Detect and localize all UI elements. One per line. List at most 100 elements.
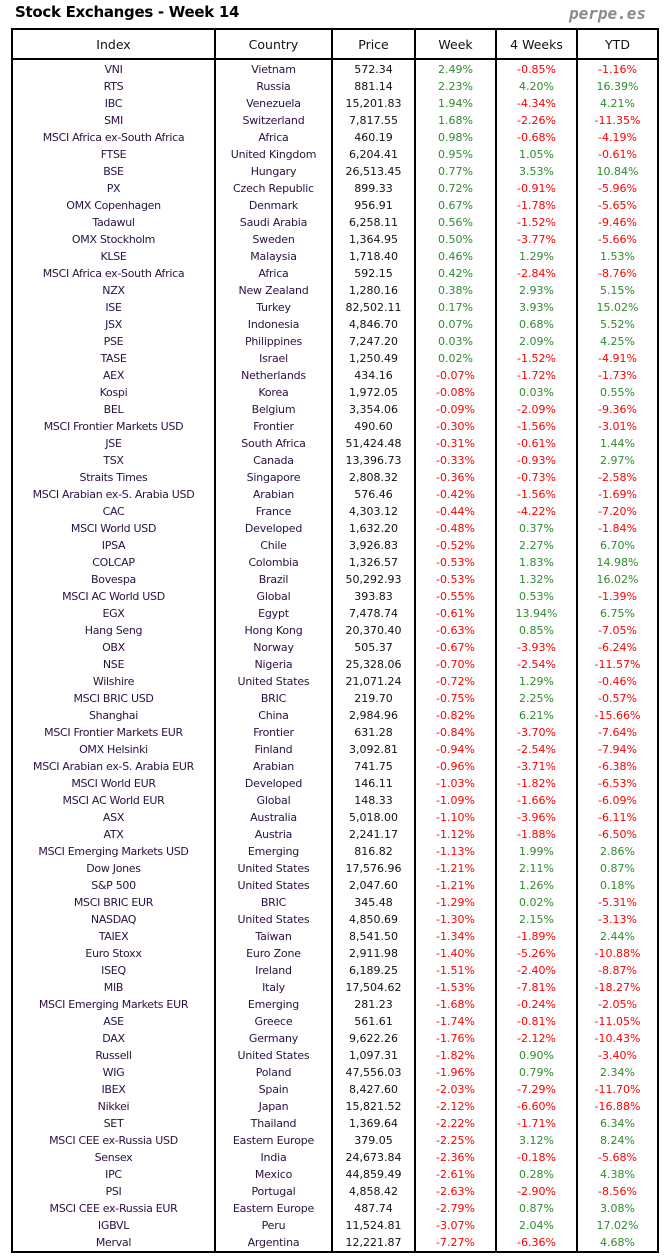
price-cell: 7,478.74: [331, 605, 416, 622]
price-cell: 572.34: [331, 59, 416, 78]
ytd-change-cell: 2.86%: [576, 843, 659, 860]
price-cell: 50,292.93: [331, 571, 416, 588]
four-weeks-change-cell: 1.32%: [495, 571, 578, 588]
table-row: BEL Belgium 3,354.06 -0.09% -2.09% -9.36%: [11, 401, 659, 418]
table-row: JSX Indonesia 4,846.70 0.07% 0.68% 5.52%: [11, 316, 659, 333]
price-cell: 1,364.95: [331, 231, 416, 248]
four-weeks-change-cell: -7.29%: [495, 1081, 578, 1098]
price-cell: 1,326.57: [331, 554, 416, 571]
four-weeks-change-cell: 2.09%: [495, 333, 578, 350]
country-cell: Sweden: [214, 231, 333, 248]
four-weeks-change-cell: -1.88%: [495, 826, 578, 843]
column-header-week: Week: [414, 28, 497, 60]
table-row: PSI Portugal 4,858.42 -2.63% -2.90% -8.56%: [11, 1183, 659, 1200]
four-weeks-change-cell: -5.26%: [495, 945, 578, 962]
ytd-change-cell: 2.44%: [576, 928, 659, 945]
ytd-change-cell: -8.56%: [576, 1183, 659, 1200]
price-cell: 9,622.26: [331, 1030, 416, 1047]
price-cell: 17,576.96: [331, 860, 416, 877]
price-cell: 3,354.06: [331, 401, 416, 418]
country-cell: Turkey: [214, 299, 333, 316]
ytd-change-cell: 4.38%: [576, 1166, 659, 1183]
price-cell: 281.23: [331, 996, 416, 1013]
ytd-change-cell: -1.84%: [576, 520, 659, 537]
week-change-cell: -1.40%: [414, 945, 497, 962]
index-cell: MIB: [11, 979, 216, 996]
country-cell: Emerging: [214, 843, 333, 860]
country-cell: Mexico: [214, 1166, 333, 1183]
index-cell: ISEQ: [11, 962, 216, 979]
country-cell: Africa: [214, 265, 333, 282]
four-weeks-change-cell: 2.25%: [495, 690, 578, 707]
table-row: WIG Poland 47,556.03 -1.96% 0.79% 2.34%: [11, 1064, 659, 1081]
ytd-change-cell: -1.16%: [576, 59, 659, 78]
table-row: MIB Italy 17,504.62 -1.53% -7.81% -18.27%: [11, 979, 659, 996]
country-cell: Colombia: [214, 554, 333, 571]
week-change-cell: 0.98%: [414, 129, 497, 146]
week-change-cell: -7.27%: [414, 1234, 497, 1252]
table-row: Shanghai China 2,984.96 -0.82% 6.21% -15.66%: [11, 707, 659, 724]
week-change-cell: -1.09%: [414, 792, 497, 809]
week-change-cell: 0.42%: [414, 265, 497, 282]
four-weeks-change-cell: 0.68%: [495, 316, 578, 333]
ytd-change-cell: -6.09%: [576, 792, 659, 809]
table-row: Nikkei Japan 15,821.52 -2.12% -6.60% -16.88%: [11, 1098, 659, 1115]
index-cell: MSCI Africa ex-South Africa: [11, 129, 216, 146]
table-row: VNI Vietnam 572.34 2.49% -0.85% -1.16%: [11, 59, 659, 78]
ytd-change-cell: -6.53%: [576, 775, 659, 792]
four-weeks-change-cell: -0.61%: [495, 435, 578, 452]
country-cell: Indonesia: [214, 316, 333, 333]
four-weeks-change-cell: -2.09%: [495, 401, 578, 418]
table-row: Bovespa Brazil 50,292.93 -0.53% 1.32% 16.02%: [11, 571, 659, 588]
four-weeks-change-cell: 1.26%: [495, 877, 578, 894]
country-cell: France: [214, 503, 333, 520]
ytd-change-cell: 2.34%: [576, 1064, 659, 1081]
ytd-change-cell: 16.39%: [576, 78, 659, 95]
index-cell: IGBVL: [11, 1217, 216, 1234]
price-cell: 881.14: [331, 78, 416, 95]
week-change-cell: -0.08%: [414, 384, 497, 401]
four-weeks-change-cell: -1.66%: [495, 792, 578, 809]
table-row: Sensex India 24,673.84 -2.36% -0.18% -5.68%: [11, 1149, 659, 1166]
country-cell: Euro Zone: [214, 945, 333, 962]
price-cell: 2,241.17: [331, 826, 416, 843]
price-cell: 24,673.84: [331, 1149, 416, 1166]
week-change-cell: -0.53%: [414, 554, 497, 571]
price-cell: 2,984.96: [331, 707, 416, 724]
index-cell: BSE: [11, 163, 216, 180]
index-cell: IBC: [11, 95, 216, 112]
price-cell: 741.75: [331, 758, 416, 775]
index-cell: MSCI Arabian ex-S. Arabia EUR: [11, 758, 216, 775]
index-cell: FTSE: [11, 146, 216, 163]
week-change-cell: -2.63%: [414, 1183, 497, 1200]
week-change-cell: 0.46%: [414, 248, 497, 265]
week-change-cell: -2.79%: [414, 1200, 497, 1217]
index-cell: PSE: [11, 333, 216, 350]
week-change-cell: -1.51%: [414, 962, 497, 979]
four-weeks-change-cell: 2.27%: [495, 537, 578, 554]
table-row: COLCAP Colombia 1,326.57 -0.53% 1.83% 14.98%: [11, 554, 659, 571]
ytd-change-cell: 16.02%: [576, 571, 659, 588]
week-change-cell: -1.76%: [414, 1030, 497, 1047]
price-cell: 15,201.83: [331, 95, 416, 112]
country-cell: Netherlands: [214, 367, 333, 384]
price-cell: 505.37: [331, 639, 416, 656]
country-cell: Nigeria: [214, 656, 333, 673]
index-cell: OMX Helsinki: [11, 741, 216, 758]
table-row: OMX Helsinki Finland 3,092.81 -0.94% -2.54% -…: [11, 741, 659, 758]
price-cell: 345.48: [331, 894, 416, 911]
table-row: MSCI Arabian ex-S. Arabia USD Arabian 576.…: [11, 486, 659, 503]
index-cell: PSI: [11, 1183, 216, 1200]
table-row: S&P 500 United States 2,047.60 -1.21% 1.26% 0…: [11, 877, 659, 894]
price-cell: 25,328.06: [331, 656, 416, 673]
price-cell: 487.74: [331, 1200, 416, 1217]
index-cell: MSCI BRIC EUR: [11, 894, 216, 911]
table-row: ATX Austria 2,241.17 -1.12% -1.88% -6.50%: [11, 826, 659, 843]
index-cell: WIG: [11, 1064, 216, 1081]
table-row: PSE Philippines 7,247.20 0.03% 2.09% 4.25%: [11, 333, 659, 350]
index-cell: MSCI Africa ex-South Africa: [11, 265, 216, 282]
index-cell: SMI: [11, 112, 216, 129]
ytd-change-cell: 10.84%: [576, 163, 659, 180]
table-row: IBEX Spain 8,427.60 -2.03% -7.29% -11.70%: [11, 1081, 659, 1098]
country-cell: Arabian: [214, 758, 333, 775]
